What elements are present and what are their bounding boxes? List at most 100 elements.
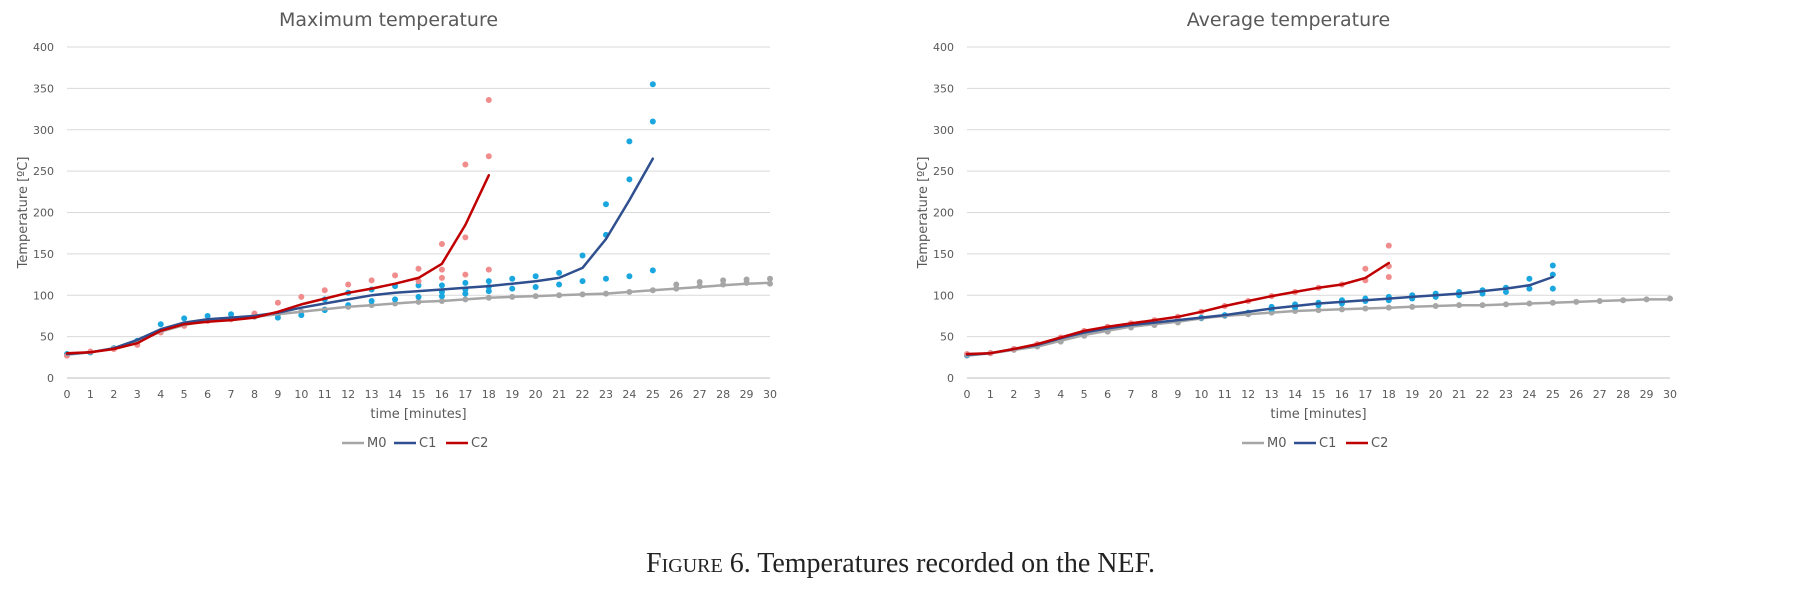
data-point-c2 (345, 281, 352, 288)
x-tick-label: 18 (482, 388, 496, 401)
data-point-c2 (438, 266, 445, 273)
x-tick-label: 21 (1452, 388, 1466, 401)
data-point-c2 (438, 274, 445, 281)
data-point-c1 (415, 282, 422, 289)
x-tick-label: 0 (964, 388, 971, 401)
data-point-m0 (720, 277, 727, 284)
data-point-c2 (485, 96, 492, 103)
data-point-c1 (368, 298, 375, 305)
x-tick-label: 1 (987, 388, 994, 401)
data-point-c2 (321, 287, 328, 294)
x-tick-label: 27 (693, 388, 707, 401)
data-point-c2 (298, 293, 305, 300)
x-tick-label: 10 (1194, 388, 1208, 401)
x-tick-label: 0 (64, 388, 71, 401)
max-temperature-chart-canvas: Maximum temperature050100150200250300350… (16, 9, 777, 451)
y-tick-label: 400 (933, 41, 954, 54)
data-point-c1 (204, 312, 211, 319)
legend-label-c1: C1 (1319, 436, 1336, 451)
x-tick-label: 2 (110, 388, 117, 401)
data-point-c1 (602, 201, 609, 208)
y-tick-label: 200 (933, 207, 954, 220)
data-point-c2 (462, 161, 469, 168)
data-point-c2 (415, 278, 422, 285)
x-tick-label: 12 (1241, 388, 1255, 401)
legend: M0 C1 C2 (342, 436, 488, 451)
x-tick-label: 30 (763, 388, 777, 401)
x-tick-label: 10 (294, 388, 308, 401)
legend-label-m0: M0 (367, 436, 387, 451)
data-point-c1 (509, 285, 516, 292)
series-m0-line (965, 298, 1672, 357)
x-tick-label: 2 (1010, 388, 1017, 401)
data-point-c2 (462, 271, 469, 278)
data-point-c1 (1526, 285, 1533, 292)
y-tick-label: 350 (933, 82, 954, 95)
x-tick-label: 17 (1358, 388, 1372, 401)
x-tick-label: 7 (228, 388, 235, 401)
data-point-c1 (579, 278, 586, 285)
figure-caption: Figure 6. Temperatures recorded on the N… (0, 548, 1801, 580)
data-point-c1 (556, 269, 563, 276)
data-point-c1 (649, 81, 656, 88)
x-tick-label: 6 (204, 388, 211, 401)
data-point-c1 (485, 288, 492, 295)
legend-label-c2: C2 (1371, 436, 1388, 451)
y-tick-label: 100 (933, 289, 954, 302)
x-tick-label: 24 (622, 388, 636, 401)
series-m0-line (65, 281, 772, 357)
series-c2-line (965, 261, 1391, 356)
x-tick-label: 14 (1288, 388, 1302, 401)
data-point-c2 (415, 265, 422, 272)
x-tick-label: 28 (1616, 388, 1630, 401)
data-point-c1 (602, 275, 609, 282)
legend-label-c1: C1 (419, 436, 436, 451)
data-point-m0 (696, 279, 703, 286)
data-point-c1 (626, 176, 633, 183)
y-axis-label: Temperature [ºC] (16, 157, 31, 270)
data-point-m0 (767, 275, 773, 282)
data-point-c2 (485, 153, 492, 160)
x-tick-label: 7 (1128, 388, 1135, 401)
data-point-c1 (392, 296, 399, 303)
x-tick-label: 22 (1476, 388, 1490, 401)
x-tick-label: 30 (1663, 388, 1677, 401)
y-tick-label: 300 (33, 124, 54, 137)
y-axis-label: Temperature [ºC] (916, 157, 931, 270)
data-point-c1 (509, 275, 516, 282)
x-tick-label: 15 (412, 388, 426, 401)
x-tick-label: 15 (1312, 388, 1326, 401)
data-point-c1 (532, 283, 539, 290)
data-point-c1 (415, 293, 422, 300)
x-tick-label: 29 (1640, 388, 1654, 401)
data-point-c1 (438, 293, 445, 300)
data-point-c2 (485, 266, 492, 273)
x-tick-label: 25 (646, 388, 660, 401)
series-c2-points (964, 242, 1392, 358)
y-tick-label: 150 (33, 248, 54, 261)
y-tick-label: 100 (33, 289, 54, 302)
data-point-c1 (626, 273, 633, 280)
data-point-c1 (1549, 262, 1556, 269)
chart-title: Average temperature (1187, 9, 1391, 31)
x-tick-label: 29 (740, 388, 754, 401)
y-tick-label: 200 (33, 207, 54, 220)
x-tick-label: 14 (388, 388, 402, 401)
chart-title: Maximum temperature (279, 9, 498, 31)
y-tick-label: 0 (947, 372, 954, 385)
data-point-m0 (673, 281, 680, 288)
data-point-c1 (462, 279, 469, 286)
x-axis-label: time [minutes] (370, 407, 466, 422)
data-point-c2 (274, 299, 281, 306)
x-tick-label: 16 (1335, 388, 1349, 401)
x-tick-label: 17 (458, 388, 472, 401)
data-point-c1 (462, 290, 469, 297)
data-point-c1 (532, 273, 539, 280)
y-tick-label: 350 (33, 82, 54, 95)
y-tick-label: 0 (47, 372, 54, 385)
series-c2-line (65, 174, 491, 355)
data-point-c2 (392, 272, 399, 279)
x-tick-label: 19 (505, 388, 519, 401)
x-tick-label: 16 (435, 388, 449, 401)
y-tick-label: 250 (33, 165, 54, 178)
